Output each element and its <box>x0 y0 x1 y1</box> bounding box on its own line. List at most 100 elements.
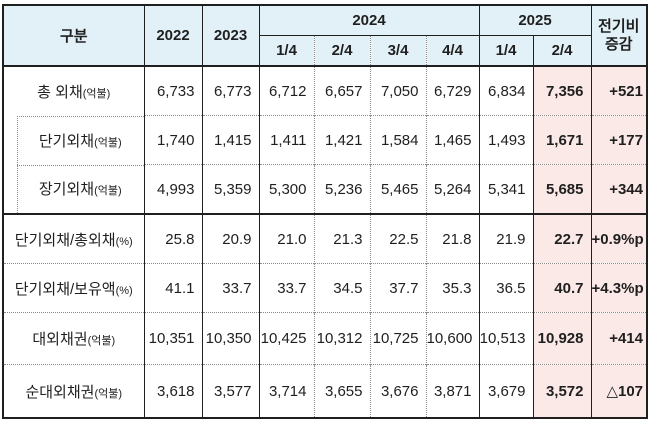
value-cell: 3,679 <box>478 364 533 418</box>
value-cell: 7,050 <box>369 65 426 116</box>
value-cell: 10,513 <box>478 312 533 365</box>
value-cell: 5,359 <box>201 164 259 214</box>
value-cell: 21.8 <box>425 213 479 264</box>
value-cell: 5,264 <box>425 164 479 214</box>
header-group-2025: 2025 <box>478 5 591 36</box>
value-cell-highlight: 40.7 <box>532 263 591 313</box>
table-row-net-external-credit: 순대외채권(억불) 3,618 3,577 3,714 3,655 3,676 … <box>3 364 647 418</box>
row-label: 총 외채(억불) <box>3 65 144 116</box>
change-cell: △107 <box>590 364 647 418</box>
value-cell-highlight: 3,572 <box>532 364 591 418</box>
value-cell: 6,729 <box>425 65 479 116</box>
value-cell: 10,725 <box>369 312 426 365</box>
row-label: 단기외채/총외채(%) <box>3 213 144 264</box>
value-cell: 5,236 <box>313 164 370 214</box>
row-label-unit: (억불) <box>82 87 111 100</box>
value-cell: 1,584 <box>369 115 426 165</box>
value-cell: 3,577 <box>201 364 259 418</box>
row-label-text: 총 외채 <box>37 83 83 101</box>
value-cell: 21.9 <box>478 213 533 264</box>
row-label-unit: (억불) <box>87 335 116 347</box>
value-cell: 41.1 <box>143 263 202 313</box>
value-cell-highlight: 5,685 <box>532 164 591 214</box>
table-row-short-term-to-total: 단기외채/총외채(%) 25.8 20.9 21.0 21.3 22.5 21.… <box>3 213 647 264</box>
value-cell: 5,300 <box>258 164 314 214</box>
value-cell: 10,351 <box>143 312 202 365</box>
change-cell: +414 <box>590 312 647 365</box>
external-debt-table: 구분 2022 2023 2024 2025 전기비 증감 1/4 2/4 3/… <box>2 4 648 419</box>
row-label-unit: (억불) <box>94 136 122 149</box>
value-cell: 20.9 <box>201 213 259 264</box>
value-cell: 6,834 <box>478 65 533 116</box>
value-cell: 22.5 <box>369 213 426 264</box>
value-cell: 1,415 <box>201 115 259 165</box>
value-cell: 35.3 <box>425 263 479 313</box>
header-change-line2: 증감 <box>604 35 633 53</box>
change-cell: +0.9%p <box>590 213 647 264</box>
table-row-short-term-debt: 단기외채(억불) 1,740 1,415 1,411 1,421 1,584 1… <box>3 115 647 165</box>
value-cell: 1,493 <box>478 115 533 165</box>
header-cell-change: 전기비 증감 <box>590 5 647 66</box>
change-cell: +177 <box>590 115 647 165</box>
header-quarter-2024-q2: 2/4 <box>313 35 370 66</box>
value-cell: 10,312 <box>313 312 370 365</box>
row-label: 단기외채/보유액(%) <box>3 263 144 313</box>
header-quarter-2025-q1: 1/4 <box>478 35 533 66</box>
row-label-text: 대외채권 <box>32 331 88 348</box>
change-cell: +4.3%p <box>590 263 647 313</box>
row-label-text: 장기외채 <box>38 181 95 199</box>
value-cell-highlight: 22.7 <box>532 213 591 264</box>
header-group-2024: 2024 <box>258 5 479 36</box>
value-cell: 10,600 <box>425 312 479 365</box>
row-label-unit: (억불) <box>94 387 123 400</box>
header-change-line1: 전기비 <box>598 18 640 36</box>
row-label-unit: (%) <box>115 235 133 248</box>
header-quarter-2025-q2: 2/4 <box>532 35 591 66</box>
value-cell: 1,465 <box>425 115 479 165</box>
row-label-unit: (억불) <box>94 185 122 198</box>
row-label-text: 순대외채권 <box>25 383 95 401</box>
value-cell: 37.7 <box>369 263 426 313</box>
row-label-text: 단기외채/총외채 <box>14 231 116 249</box>
value-cell: 4,993 <box>143 164 202 214</box>
row-label: 대외채권(억불) <box>3 312 144 365</box>
row-label-text: 단기외채 <box>38 132 95 150</box>
header-quarter-2024-q3: 3/4 <box>369 35 426 66</box>
row-label: 장기외채(억불) <box>3 164 144 215</box>
table-header: 구분 2022 2023 2024 2025 전기비 증감 1/4 2/4 3/… <box>3 5 647 66</box>
row-label: 단기외채(억불) <box>3 115 144 165</box>
header-cell-gubun: 구분 <box>3 5 144 66</box>
value-cell: 36.5 <box>478 263 533 313</box>
row-label: 순대외채권(억불) <box>3 364 144 418</box>
value-cell: 3,714 <box>258 364 314 418</box>
row-label-text: 단기외채/보유액 <box>14 280 116 298</box>
table-row-external-credit: 대외채권(억불) 10,351 10,350 10,425 10,312 10,… <box>3 312 647 365</box>
table-row-short-term-to-reserves: 단기외채/보유액(%) 41.1 33.7 33.7 34.5 37.7 35.… <box>3 263 647 313</box>
value-cell-highlight: 1,671 <box>532 115 591 165</box>
value-cell: 34.5 <box>313 263 370 313</box>
value-cell: 1,421 <box>313 115 370 165</box>
value-cell: 33.7 <box>201 263 259 313</box>
value-cell: 33.7 <box>258 263 314 313</box>
value-cell: 6,712 <box>258 65 314 116</box>
value-cell: 3,618 <box>143 364 202 418</box>
value-cell: 21.0 <box>258 213 314 264</box>
value-cell: 6,773 <box>201 65 259 116</box>
table-row-long-term-debt: 장기외채(억불) 4,993 5,359 5,300 5,236 5,465 5… <box>3 164 647 215</box>
value-cell: 3,676 <box>369 364 426 418</box>
value-cell: 1,411 <box>258 115 314 165</box>
value-cell: 10,350 <box>201 312 259 365</box>
header-quarter-2024-q4: 4/4 <box>425 35 479 66</box>
row-label-unit: (%) <box>115 284 133 297</box>
value-cell: 10,425 <box>258 312 314 365</box>
value-cell-highlight: 10,928 <box>532 312 591 365</box>
header-cell-2023: 2023 <box>201 5 259 66</box>
value-cell: 3,871 <box>425 364 479 418</box>
value-cell: 21.3 <box>313 213 370 264</box>
value-cell-highlight: 7,356 <box>532 65 591 116</box>
value-cell: 3,655 <box>313 364 370 418</box>
value-cell: 1,740 <box>143 115 202 165</box>
value-cell: 5,341 <box>478 164 533 214</box>
value-cell: 6,733 <box>143 65 202 116</box>
